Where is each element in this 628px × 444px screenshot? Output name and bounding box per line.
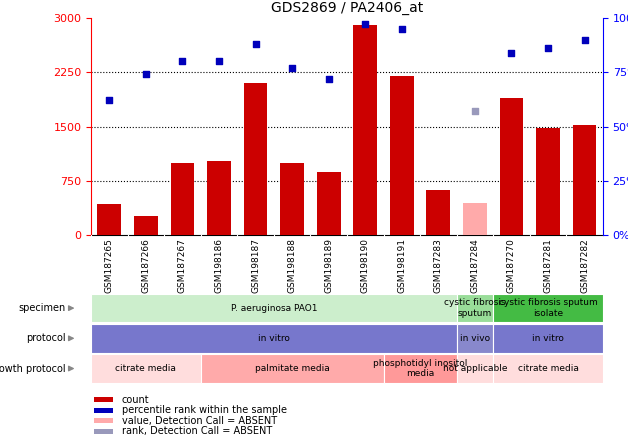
Text: GSM187267: GSM187267	[178, 238, 187, 293]
Text: citrate media: citrate media	[517, 364, 578, 373]
Bar	[573, 125, 597, 235]
Text: GSM198190: GSM198190	[360, 238, 370, 293]
Text: in vitro: in vitro	[258, 334, 290, 343]
Text: GSM198189: GSM198189	[324, 238, 333, 293]
Bar	[457, 324, 493, 353]
Text: cystic fibrosis
sputum: cystic fibrosis sputum	[444, 298, 506, 318]
Bar	[536, 128, 560, 235]
Point	[287, 64, 297, 71]
Text: GSM198188: GSM198188	[288, 238, 296, 293]
Text: specimen: specimen	[18, 303, 65, 313]
Text: GSM187265: GSM187265	[105, 238, 114, 293]
Bar	[426, 190, 450, 235]
Bar	[94, 418, 113, 423]
Text: value, Detection Call = ABSENT: value, Detection Call = ABSENT	[122, 416, 277, 426]
Text: citrate media: citrate media	[116, 364, 176, 373]
Bar	[317, 172, 340, 235]
Text: count: count	[122, 395, 149, 404]
Bar	[463, 203, 487, 235]
Text: GSM187283: GSM187283	[434, 238, 443, 293]
Text: percentile rank within the sample: percentile rank within the sample	[122, 405, 287, 415]
Bar	[493, 354, 603, 383]
Text: GSM198187: GSM198187	[251, 238, 260, 293]
Text: GSM187281: GSM187281	[544, 238, 553, 293]
Text: GSM187284: GSM187284	[470, 238, 479, 293]
Title: GDS2869 / PA2406_at: GDS2869 / PA2406_at	[271, 1, 423, 16]
Text: GSM198186: GSM198186	[215, 238, 224, 293]
Bar	[457, 294, 493, 322]
Point	[397, 25, 407, 32]
Bar	[384, 354, 457, 383]
Bar	[91, 294, 457, 322]
Text: phosphotidyl inositol
media: phosphotidyl inositol media	[373, 359, 467, 378]
Bar	[94, 429, 113, 434]
Point	[214, 58, 224, 65]
Bar	[91, 324, 457, 353]
Point	[178, 58, 188, 65]
Bar	[91, 354, 201, 383]
Text: GSM187266: GSM187266	[141, 238, 150, 293]
Text: protocol: protocol	[26, 333, 65, 343]
Bar	[97, 204, 121, 235]
Text: in vivo: in vivo	[460, 334, 490, 343]
Bar	[94, 408, 113, 412]
Point	[506, 49, 516, 56]
Text: GSM187282: GSM187282	[580, 238, 589, 293]
Bar	[171, 163, 194, 235]
Point	[141, 71, 151, 78]
Bar	[134, 216, 158, 235]
Point	[104, 97, 114, 104]
Bar	[201, 354, 384, 383]
Text: GSM187270: GSM187270	[507, 238, 516, 293]
Text: GSM198191: GSM198191	[398, 238, 406, 293]
Point	[251, 40, 261, 48]
Bar	[457, 354, 493, 383]
Text: P. aeruginosa PAO1: P. aeruginosa PAO1	[230, 304, 317, 313]
Point	[543, 45, 553, 52]
Point	[323, 75, 333, 82]
Bar	[493, 294, 603, 322]
Bar	[390, 76, 414, 235]
Text: in vitro: in vitro	[532, 334, 564, 343]
Bar	[207, 161, 231, 235]
Text: palmitate media: palmitate media	[255, 364, 330, 373]
Point	[580, 36, 590, 43]
Text: not applicable: not applicable	[443, 364, 507, 373]
Bar	[354, 25, 377, 235]
Bar	[500, 98, 523, 235]
Text: growth protocol: growth protocol	[0, 364, 65, 373]
Bar	[244, 83, 268, 235]
Bar	[493, 324, 603, 353]
Bar	[94, 397, 113, 402]
Text: rank, Detection Call = ABSENT: rank, Detection Call = ABSENT	[122, 426, 272, 436]
Point	[470, 108, 480, 115]
Text: cystic fibrosis sputum
isolate: cystic fibrosis sputum isolate	[499, 298, 597, 318]
Point	[360, 21, 371, 28]
Bar	[280, 163, 304, 235]
